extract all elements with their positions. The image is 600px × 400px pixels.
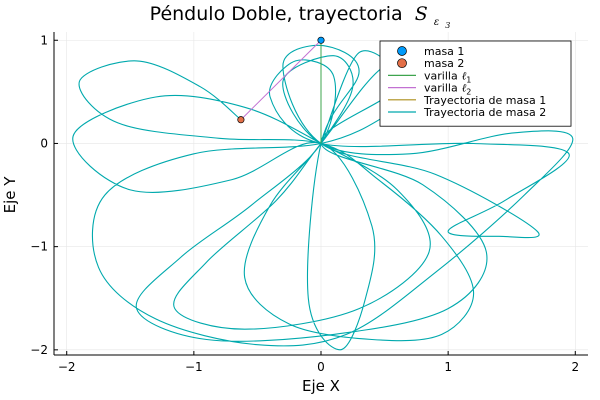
title-text: Péndulo Doble, trayectoria	[150, 3, 403, 25]
x-tick-label: −1	[185, 360, 203, 374]
x-tick-label: −2	[58, 360, 76, 374]
x-tick-label: 0	[317, 360, 325, 374]
y-tick-label: 0	[40, 136, 48, 150]
y-tick-label: 1	[40, 33, 48, 47]
legend-entry-m2: masa 2	[397, 57, 464, 70]
legend-marker-m2	[397, 58, 407, 69]
plot-area	[72, 36, 574, 351]
legend-sub-l2: 2	[466, 88, 471, 97]
legend-entry-m1: masa 1	[397, 45, 464, 58]
legend-label-m2: masa 2	[424, 57, 464, 70]
title-symbol: S	[415, 3, 428, 25]
legend-label-m1: masa 1	[424, 45, 464, 58]
masa-1-marker	[317, 36, 325, 44]
legend-label-t1: Trayectoria de masa 1	[423, 94, 546, 107]
legend-math-l2: ℓ	[462, 82, 467, 95]
y-ticks: −2 −1 0 1	[30, 33, 58, 357]
title-subscript: ε	[434, 17, 439, 28]
y-tick-label: −1	[30, 240, 48, 254]
varilla-2	[240, 39, 322, 121]
svg-text:Péndulo Doble, trayectoria: Péndulo Doble, trayectoria S ε 3	[150, 3, 451, 30]
chart-title: Péndulo Doble, trayectoria S ε 3	[150, 3, 451, 30]
legend-entry-t2: Trayectoria de masa 2	[388, 106, 546, 119]
legend-marker-m1	[397, 46, 407, 56]
trayectoria-masa-2	[72, 44, 574, 351]
legend-sub-l1: 1	[466, 75, 471, 84]
legend-label-t2: Trayectoria de masa 2	[423, 106, 546, 119]
title-subsubscript: 3	[445, 21, 450, 30]
y-axis-label: Eje Y	[1, 176, 19, 214]
x-ticks: −2 −1 0 1 2	[58, 351, 579, 374]
masa-2-marker	[237, 116, 245, 124]
x-tick-label: 2	[571, 360, 579, 374]
x-axis-label: Eje X	[302, 377, 340, 395]
y-tick-label: −2	[30, 343, 48, 357]
legend-math-l1: ℓ	[462, 69, 467, 82]
legend-entry-t1: Trayectoria de masa 1	[388, 94, 546, 107]
x-tick-label: 1	[444, 360, 452, 374]
